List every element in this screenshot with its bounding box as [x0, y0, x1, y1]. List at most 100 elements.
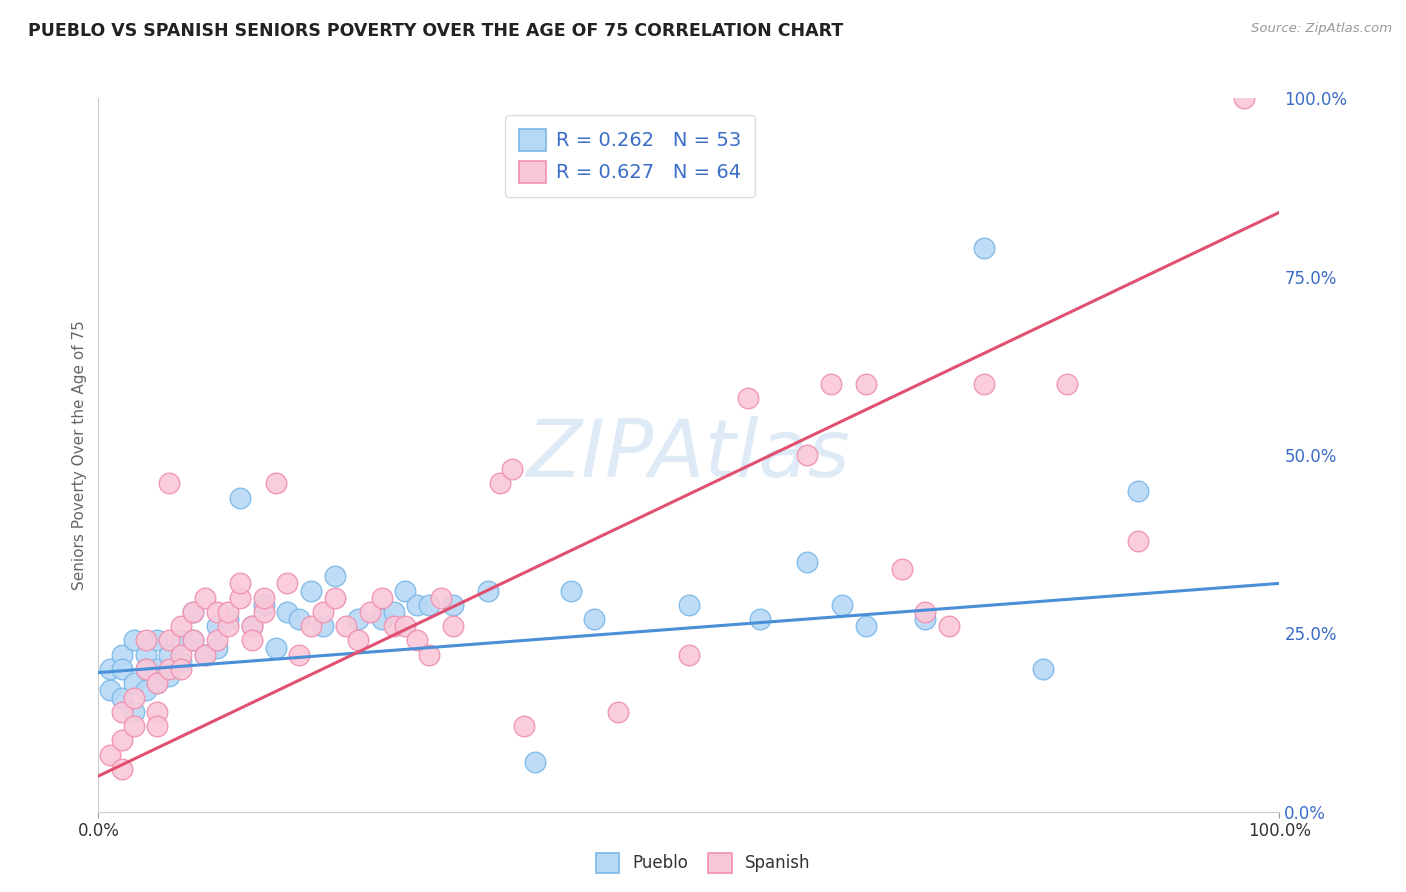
Point: [748, 612, 770, 626]
Point: [489, 476, 512, 491]
Point: [323, 591, 346, 605]
Text: ZIPAtlas: ZIPAtlas: [527, 416, 851, 494]
Point: [418, 598, 440, 612]
Point: [205, 605, 228, 619]
Point: [914, 612, 936, 626]
Point: [796, 555, 818, 569]
Point: [371, 591, 394, 605]
Point: [194, 648, 217, 662]
Point: [205, 640, 228, 655]
Point: [98, 683, 121, 698]
Point: [831, 598, 853, 612]
Point: [418, 648, 440, 662]
Point: [122, 633, 145, 648]
Point: [607, 705, 630, 719]
Point: [229, 591, 252, 605]
Point: [430, 591, 453, 605]
Point: [157, 669, 180, 683]
Point: [181, 633, 204, 648]
Point: [170, 648, 193, 662]
Legend: Pueblo, Spanish: Pueblo, Spanish: [589, 847, 817, 880]
Point: [157, 476, 180, 491]
Point: [323, 569, 346, 583]
Point: [276, 576, 298, 591]
Point: [264, 476, 287, 491]
Point: [678, 648, 700, 662]
Point: [973, 376, 995, 391]
Point: [394, 619, 416, 633]
Point: [111, 762, 134, 776]
Point: [406, 598, 429, 612]
Point: [122, 719, 145, 733]
Point: [146, 633, 169, 648]
Point: [240, 633, 263, 648]
Point: [170, 662, 193, 676]
Point: [938, 619, 960, 633]
Point: [240, 619, 263, 633]
Point: [796, 448, 818, 462]
Point: [135, 633, 157, 648]
Point: [288, 612, 311, 626]
Point: [157, 648, 180, 662]
Point: [973, 241, 995, 255]
Point: [135, 662, 157, 676]
Point: [1032, 662, 1054, 676]
Point: [205, 619, 228, 633]
Point: [371, 612, 394, 626]
Point: [253, 598, 276, 612]
Point: [111, 648, 134, 662]
Point: [347, 612, 370, 626]
Point: [312, 619, 335, 633]
Point: [181, 633, 204, 648]
Text: Source: ZipAtlas.com: Source: ZipAtlas.com: [1251, 22, 1392, 36]
Point: [98, 747, 121, 762]
Point: [111, 705, 134, 719]
Point: [170, 633, 193, 648]
Point: [229, 576, 252, 591]
Point: [194, 648, 217, 662]
Point: [135, 683, 157, 698]
Point: [347, 633, 370, 648]
Legend: R = 0.262   N = 53, R = 0.627   N = 64: R = 0.262 N = 53, R = 0.627 N = 64: [505, 115, 755, 197]
Point: [111, 690, 134, 705]
Point: [194, 591, 217, 605]
Point: [146, 662, 169, 676]
Point: [312, 605, 335, 619]
Point: [135, 648, 157, 662]
Point: [406, 633, 429, 648]
Point: [299, 583, 322, 598]
Point: [855, 619, 877, 633]
Point: [170, 619, 193, 633]
Point: [253, 591, 276, 605]
Point: [229, 491, 252, 505]
Point: [98, 662, 121, 676]
Point: [288, 648, 311, 662]
Point: [135, 662, 157, 676]
Point: [524, 755, 547, 769]
Point: [441, 619, 464, 633]
Point: [181, 605, 204, 619]
Point: [820, 376, 842, 391]
Point: [276, 605, 298, 619]
Point: [382, 605, 405, 619]
Point: [240, 619, 263, 633]
Point: [146, 719, 169, 733]
Point: [217, 619, 239, 633]
Point: [583, 612, 606, 626]
Point: [441, 598, 464, 612]
Point: [501, 462, 523, 476]
Point: [146, 676, 169, 690]
Point: [217, 612, 239, 626]
Point: [264, 640, 287, 655]
Point: [678, 598, 700, 612]
Point: [512, 719, 534, 733]
Point: [146, 676, 169, 690]
Point: [914, 605, 936, 619]
Point: [560, 583, 582, 598]
Point: [253, 605, 276, 619]
Point: [111, 733, 134, 747]
Text: PUEBLO VS SPANISH SENIORS POVERTY OVER THE AGE OF 75 CORRELATION CHART: PUEBLO VS SPANISH SENIORS POVERTY OVER T…: [28, 22, 844, 40]
Point: [170, 655, 193, 669]
Point: [394, 583, 416, 598]
Point: [146, 705, 169, 719]
